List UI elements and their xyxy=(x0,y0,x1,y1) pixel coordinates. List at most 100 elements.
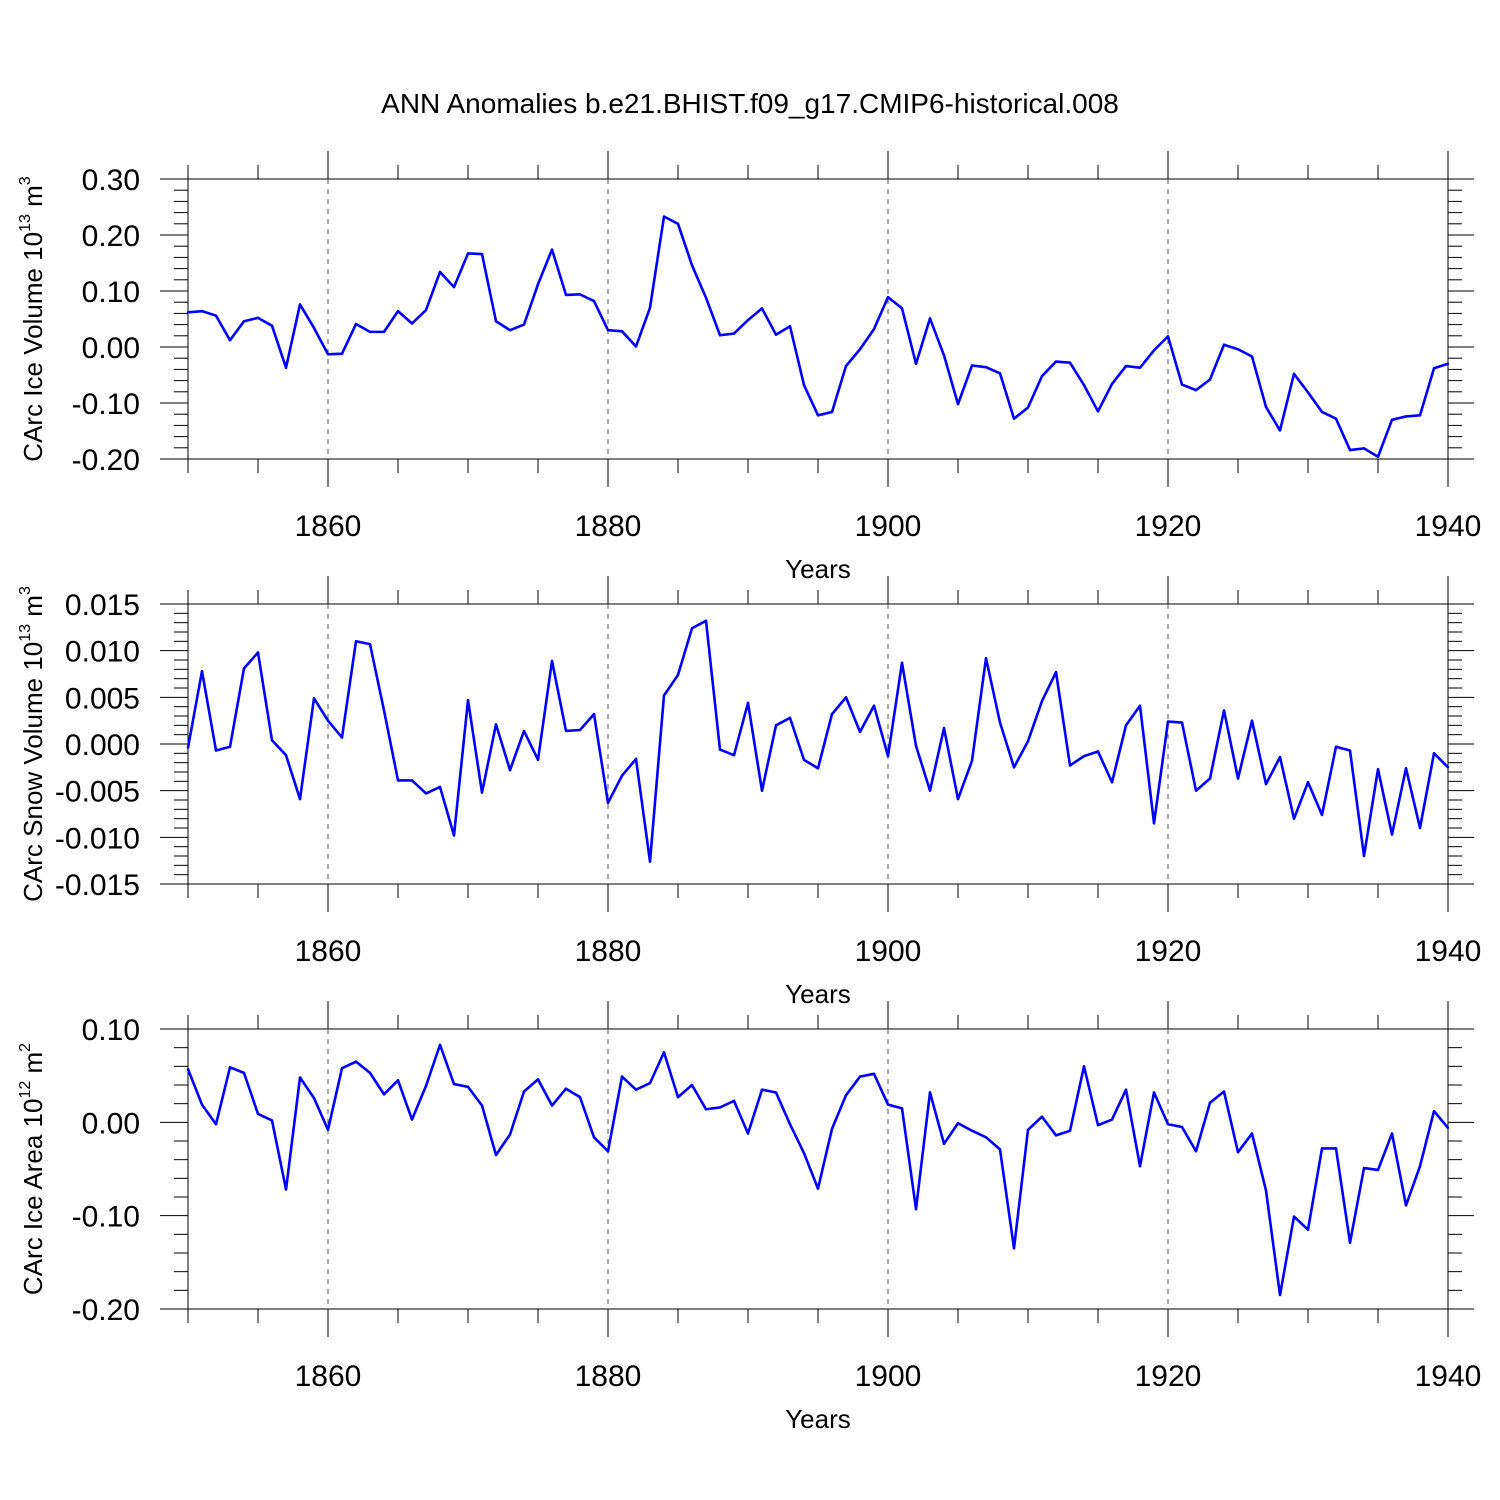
data-point xyxy=(1334,745,1338,748)
data-point xyxy=(1194,1150,1198,1153)
data-point xyxy=(1320,813,1324,817)
data-point xyxy=(1334,1147,1338,1150)
data-point xyxy=(1068,361,1072,364)
data-point xyxy=(480,791,484,794)
panel-3: -0.20 -0.10 0.00 0.10 1860 1880 1900 1920 1940 Ye… xyxy=(17,1001,1481,1434)
x-tick-label: 1860 xyxy=(295,510,362,543)
data-point xyxy=(1096,750,1100,753)
data-point xyxy=(536,758,540,762)
data-point xyxy=(1432,752,1436,755)
data-point xyxy=(802,1151,806,1155)
data-point xyxy=(844,1094,848,1097)
data-point xyxy=(1138,366,1142,369)
data-point xyxy=(214,314,218,317)
data-point xyxy=(410,322,414,325)
data-point xyxy=(564,1087,568,1090)
data-point xyxy=(1208,1101,1212,1104)
data-point xyxy=(312,697,316,700)
data-point xyxy=(774,333,778,336)
data-point xyxy=(858,1075,862,1078)
y-tick-label: -0.20 xyxy=(72,1294,140,1327)
data-point xyxy=(914,1207,918,1211)
data-point xyxy=(970,1129,974,1132)
data-point xyxy=(536,283,540,286)
data-point xyxy=(1418,826,1422,830)
data-point xyxy=(550,659,554,663)
data-point xyxy=(928,317,932,320)
data-point xyxy=(858,348,862,351)
data-point xyxy=(718,748,722,751)
data-point xyxy=(1236,348,1240,351)
data-point xyxy=(1082,754,1086,758)
data-point xyxy=(1166,335,1170,338)
data-point xyxy=(718,334,722,337)
data-point xyxy=(1404,767,1408,770)
data-point xyxy=(1110,1118,1114,1121)
y-tick-label: -0.015 xyxy=(55,869,140,902)
data-point xyxy=(886,1103,890,1106)
y-axis-label: CArc Ice Area 1012 m2 xyxy=(17,1043,48,1295)
data-point xyxy=(746,701,750,705)
data-point xyxy=(1054,360,1058,363)
data-point xyxy=(788,716,792,720)
data-point xyxy=(368,1071,372,1075)
data-point xyxy=(1054,1134,1058,1137)
data-point xyxy=(242,320,246,323)
data-point xyxy=(1222,343,1226,346)
data-point xyxy=(354,640,358,643)
data-point xyxy=(648,860,652,863)
data-point xyxy=(1012,417,1016,420)
x-tick-label: 1920 xyxy=(1135,935,1202,968)
data-point xyxy=(214,1123,218,1126)
data-point xyxy=(998,1148,1002,1151)
data-point xyxy=(984,1136,988,1139)
data-point xyxy=(802,383,806,387)
data-point xyxy=(466,252,470,255)
data-point xyxy=(844,696,848,699)
data-point xyxy=(662,694,666,697)
data-point xyxy=(382,330,386,334)
data-point xyxy=(1110,781,1114,784)
y-tick-label: 0.00 xyxy=(82,1107,140,1140)
data-point xyxy=(1040,699,1044,703)
y-tick-label: 0.10 xyxy=(82,1014,140,1047)
data-point xyxy=(1068,764,1072,767)
data-point xyxy=(1390,833,1394,836)
data-point xyxy=(284,1188,288,1191)
data-point xyxy=(1082,383,1086,387)
data-point xyxy=(844,364,848,368)
data-point xyxy=(522,323,526,326)
data-point xyxy=(830,712,834,716)
data-point xyxy=(186,311,190,314)
data-point xyxy=(1306,781,1310,784)
data-point xyxy=(872,704,876,707)
data-point xyxy=(858,730,862,734)
data-point xyxy=(256,651,260,654)
data-point xyxy=(214,749,218,752)
data-point xyxy=(480,1104,484,1107)
data-point xyxy=(1432,367,1436,370)
data-point xyxy=(1362,854,1366,858)
data-point xyxy=(368,642,372,646)
data-point xyxy=(704,1108,708,1111)
y-tick-label: 0.10 xyxy=(82,276,140,309)
data-point xyxy=(312,326,316,330)
data-point xyxy=(550,248,554,251)
data-point xyxy=(340,1067,344,1070)
data-point xyxy=(704,296,708,299)
data-point xyxy=(816,414,820,417)
data-point xyxy=(1068,1129,1072,1132)
data-point xyxy=(1138,1165,1142,1168)
data-point xyxy=(1446,362,1450,365)
data-point xyxy=(284,754,288,757)
data-point xyxy=(830,1127,834,1131)
data-point xyxy=(1222,709,1226,712)
data-point xyxy=(984,656,988,660)
data-point xyxy=(1124,724,1128,727)
data-point xyxy=(242,667,246,670)
data-point xyxy=(1348,448,1352,452)
data-point xyxy=(396,309,400,313)
data-point xyxy=(550,1104,554,1107)
data-point xyxy=(690,627,694,630)
data-point xyxy=(256,1112,260,1116)
